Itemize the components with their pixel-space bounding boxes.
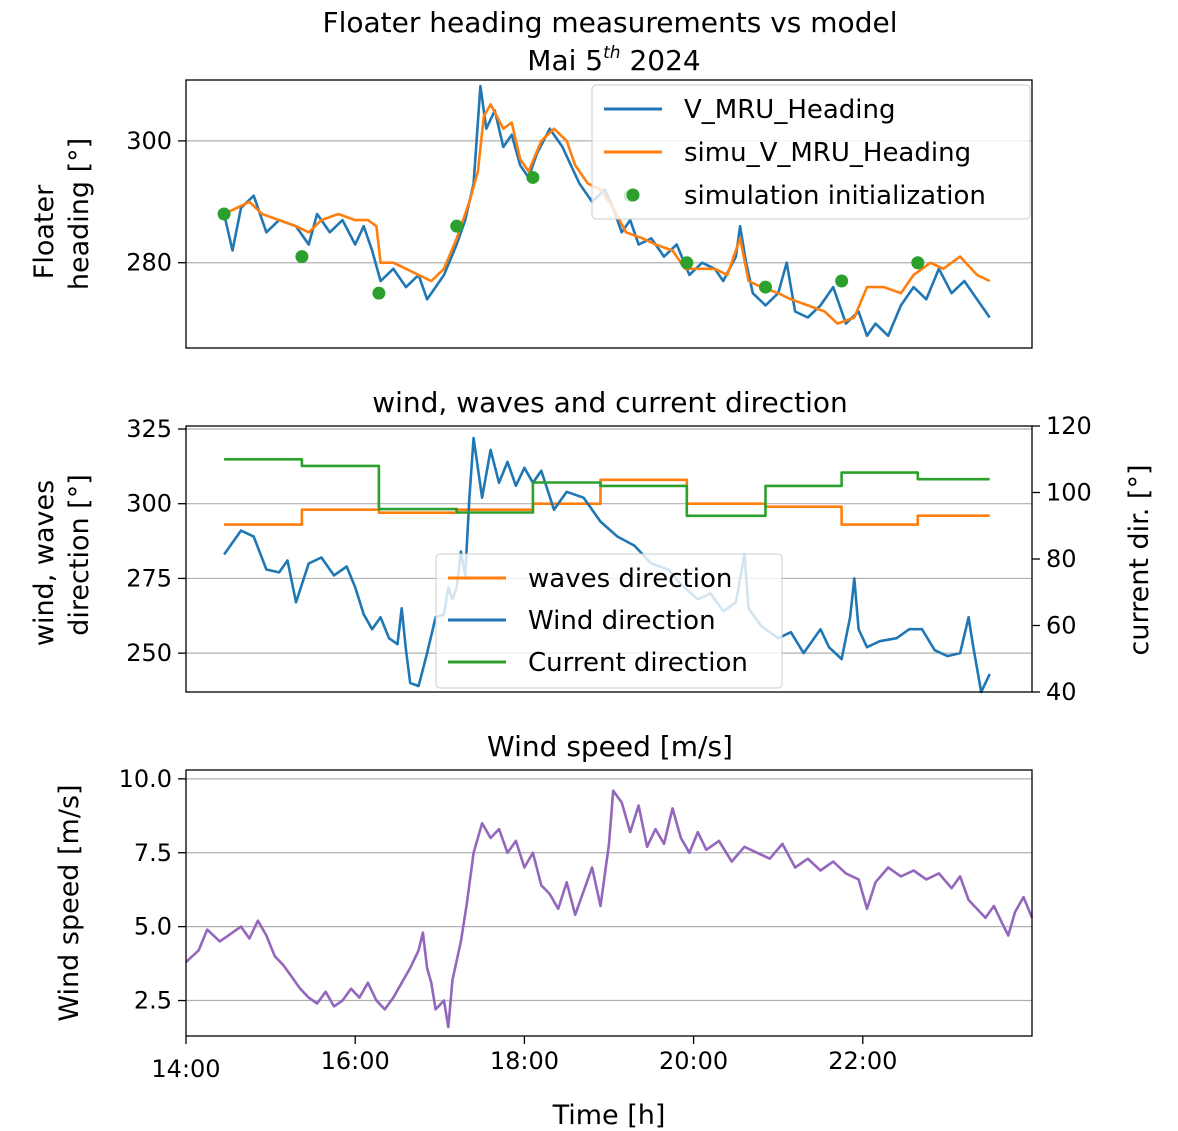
directions-series-lines (223, 436, 991, 694)
directions-legend-box (435, 553, 783, 689)
init-marker (835, 274, 849, 288)
xtick-label: 16:00 (321, 1047, 390, 1075)
ytick-label-right: 60 (1046, 612, 1077, 640)
directions-ylabel-line2: direction [°] (64, 474, 95, 635)
ytick-label-right: 40 (1046, 678, 1077, 706)
heading-legend-box (591, 84, 1031, 220)
series-line-current-direction (224, 458, 990, 518)
ytick-label: 250 (126, 639, 172, 667)
legend-label-waves: waves direction (528, 564, 732, 594)
init-marker (759, 280, 773, 294)
windspeed-panel: Wind speed [m/s] 2.5 5.0 7.5 10.0 14:00 16:0… (54, 730, 1034, 1131)
windspeed-axes-frame (185, 769, 1033, 1037)
series-line-simu-v-mru-heading (223, 103, 991, 325)
directions-yticks-left: 250 275 300 325 (126, 415, 186, 667)
heading-ylabel-line2: heading [°] (64, 138, 95, 290)
ytick-label: 2.5 (134, 987, 172, 1015)
windspeed-title: Wind speed [m/s] (487, 730, 733, 763)
ytick-label-right: 120 (1046, 412, 1092, 440)
legend-label-simu-heading: simu_V_MRU_Heading (684, 138, 971, 168)
init-marker (526, 170, 540, 184)
figure-title-line2: Mai 5th 2024 (527, 43, 700, 77)
windspeed-series-lines (185, 789, 1034, 1029)
ytick-label: 300 (126, 490, 172, 518)
heading-ylabel-line1: Floater (29, 184, 60, 279)
windspeed-xticks: 14:00 16:00 18:00 20:00 22:00 (151, 1036, 897, 1083)
xtick-label: 14:00 (151, 1055, 220, 1083)
ytick-label-right: 80 (1046, 545, 1077, 573)
ytick-label: 280 (126, 249, 172, 277)
ytick-label: 300 (126, 127, 172, 155)
windspeed-ylabel: Wind speed [m/s] (54, 784, 85, 1021)
xtick-label: 22:00 (828, 1047, 897, 1075)
heading-legend: V_MRU_Heading simu_V_MRU_Heading simulat… (591, 84, 1031, 220)
heading-axes-frame (185, 79, 1033, 349)
xtick-label: 18:00 (490, 1047, 559, 1075)
figure-title-year: 2024 (621, 44, 701, 77)
directions-legend: waves direction Wind direction Current d… (435, 553, 783, 689)
xtick-label: 20:00 (659, 1047, 728, 1075)
ytick-label: 325 (126, 415, 172, 443)
ytick-label: 10.0 (119, 765, 172, 793)
windspeed-gridlines (186, 778, 1032, 1002)
series-line-wind-speed (185, 789, 1034, 1029)
directions-ylabel-line1: wind, waves (29, 480, 60, 646)
windspeed-xlabel: Time [h] (552, 1100, 666, 1131)
init-marker (372, 286, 386, 300)
legend-swatch-init-marker (626, 188, 640, 202)
legend-label-v-mru-heading: V_MRU_Heading (684, 95, 896, 125)
figure-title-line1: Floater heading measurements vs model (323, 6, 898, 39)
ytick-label: 5.0 (134, 913, 172, 941)
legend-label-current: Current direction (528, 648, 748, 678)
figure-title-superscript: th (603, 43, 620, 63)
directions-yticks-right: 40 60 80 100 120 (1032, 412, 1092, 706)
ytick-label: 275 (126, 564, 172, 592)
figure-title-date: Mai 5 (527, 44, 603, 77)
init-marker (295, 250, 309, 264)
directions-panel: wind, waves and current direction 250 275… (29, 386, 1155, 706)
windspeed-yticks: 2.5 5.0 7.5 10.0 (119, 765, 186, 1015)
legend-label-init: simulation initialization (684, 181, 986, 211)
init-marker (450, 219, 464, 233)
init-marker (680, 256, 694, 270)
init-marker (217, 207, 231, 221)
ytick-label: 7.5 (134, 839, 172, 867)
init-marker (911, 256, 925, 270)
directions-ylabel-right: current dir. [°] (1124, 465, 1155, 656)
legend-label-wind: Wind direction (528, 606, 716, 636)
ytick-label-right: 100 (1046, 479, 1092, 507)
heading-panel: 280 300 Floater heading [°] V_MRU_Heading… (29, 79, 1033, 349)
heading-yticks: 280 300 (126, 127, 186, 277)
directions-title: wind, waves and current direction (372, 386, 848, 419)
